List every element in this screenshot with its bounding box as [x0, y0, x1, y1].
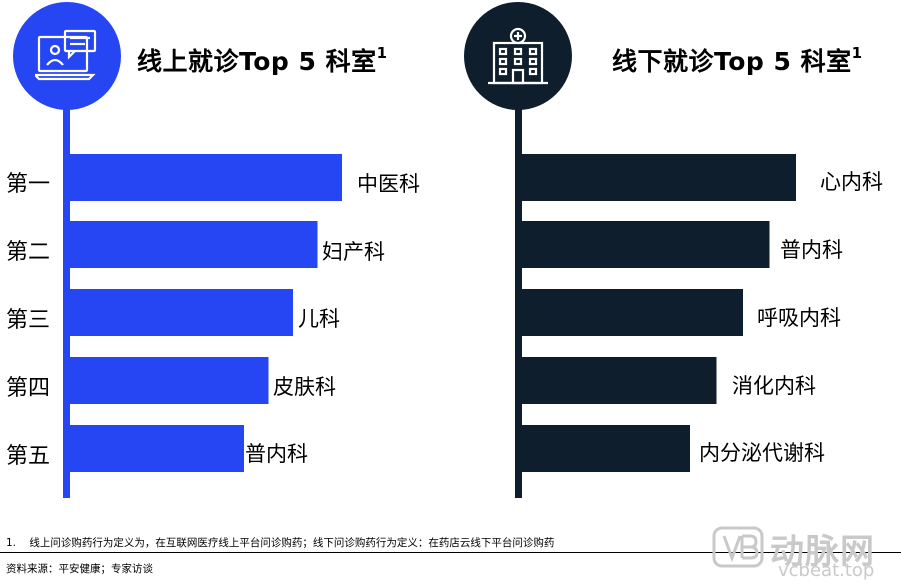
- offline-icon-circle: [464, 2, 572, 110]
- bar-offline-5: [522, 425, 690, 472]
- bar-online-5: [70, 425, 244, 472]
- watermark-cn: 动脉网: [770, 532, 875, 572]
- offline-timeline-stem: [515, 100, 522, 498]
- online-bar-chart: [70, 154, 342, 472]
- bar-offline-2: [522, 221, 770, 268]
- online-bar-label: 皮肤科: [273, 375, 336, 399]
- watermark: 动脉网 vcbeat.top: [712, 522, 892, 581]
- bar-offline-3: [522, 289, 743, 336]
- bar-offline-1: [522, 154, 796, 201]
- footnote-marker: 1.: [6, 537, 17, 549]
- offline-bar-chart: [522, 154, 796, 472]
- offline-bar-label: 心内科: [820, 170, 883, 194]
- bar-offline-4: [522, 357, 717, 404]
- bar-online-2: [70, 221, 318, 268]
- footnote-text: 线上问诊购药行为定义为，在互联网医疗线上平台问诊购药；线下问诊购药行为定义：在药…: [29, 537, 555, 549]
- online-consultation-icon: [35, 29, 97, 81]
- footer-divider: [0, 552, 901, 553]
- offline-bar-label: 呼吸内科: [757, 306, 841, 330]
- online-bar-label: 妇产科: [322, 240, 385, 264]
- offline-bar-label: 内分泌代谢科: [699, 441, 825, 465]
- offline-title: 线下就诊Top 5 科室1: [612, 43, 863, 76]
- source-note: 资料来源：平安健康；专家访谈: [6, 563, 153, 575]
- online-bar-label: 普内科: [245, 442, 308, 466]
- rank-label: 第四: [6, 376, 51, 401]
- online-bar-label: 中医科: [357, 172, 420, 196]
- rank-label: 第一: [6, 172, 51, 197]
- online-icon-circle: [13, 2, 121, 110]
- online-bar-label: 儿科: [298, 307, 340, 331]
- rank-label: 第二: [6, 240, 51, 265]
- bar-online-4: [70, 357, 269, 404]
- hospital-icon: [488, 27, 548, 85]
- bar-online-3: [70, 289, 293, 336]
- watermark-en: vcbeat.top: [778, 560, 875, 581]
- rank-label: 第三: [6, 308, 51, 333]
- rank-label: 第五: [6, 444, 51, 469]
- online-title: 线上就诊Top 5 科室1: [137, 43, 388, 76]
- bar-online-1: [70, 154, 342, 201]
- offline-bar-label: 消化内科: [732, 374, 816, 398]
- offline-bar-label: 普内科: [780, 238, 843, 262]
- online-panel: 线上就诊Top 5 科室1 第一 第二 第三 第四 第五 中医科 妇产科 儿科 …: [0, 0, 450, 520]
- footnote: 1. 线上问诊购药行为定义为，在互联网医疗线上平台问诊购药；线下问诊购药行为定义…: [6, 535, 554, 550]
- online-timeline-stem: [63, 100, 70, 498]
- vcbeat-logo-icon: [712, 526, 764, 568]
- offline-panel: 线下就诊Top 5 科室1 心内科 普内科 呼吸内科 消化内科 内分泌代谢科: [450, 0, 901, 520]
